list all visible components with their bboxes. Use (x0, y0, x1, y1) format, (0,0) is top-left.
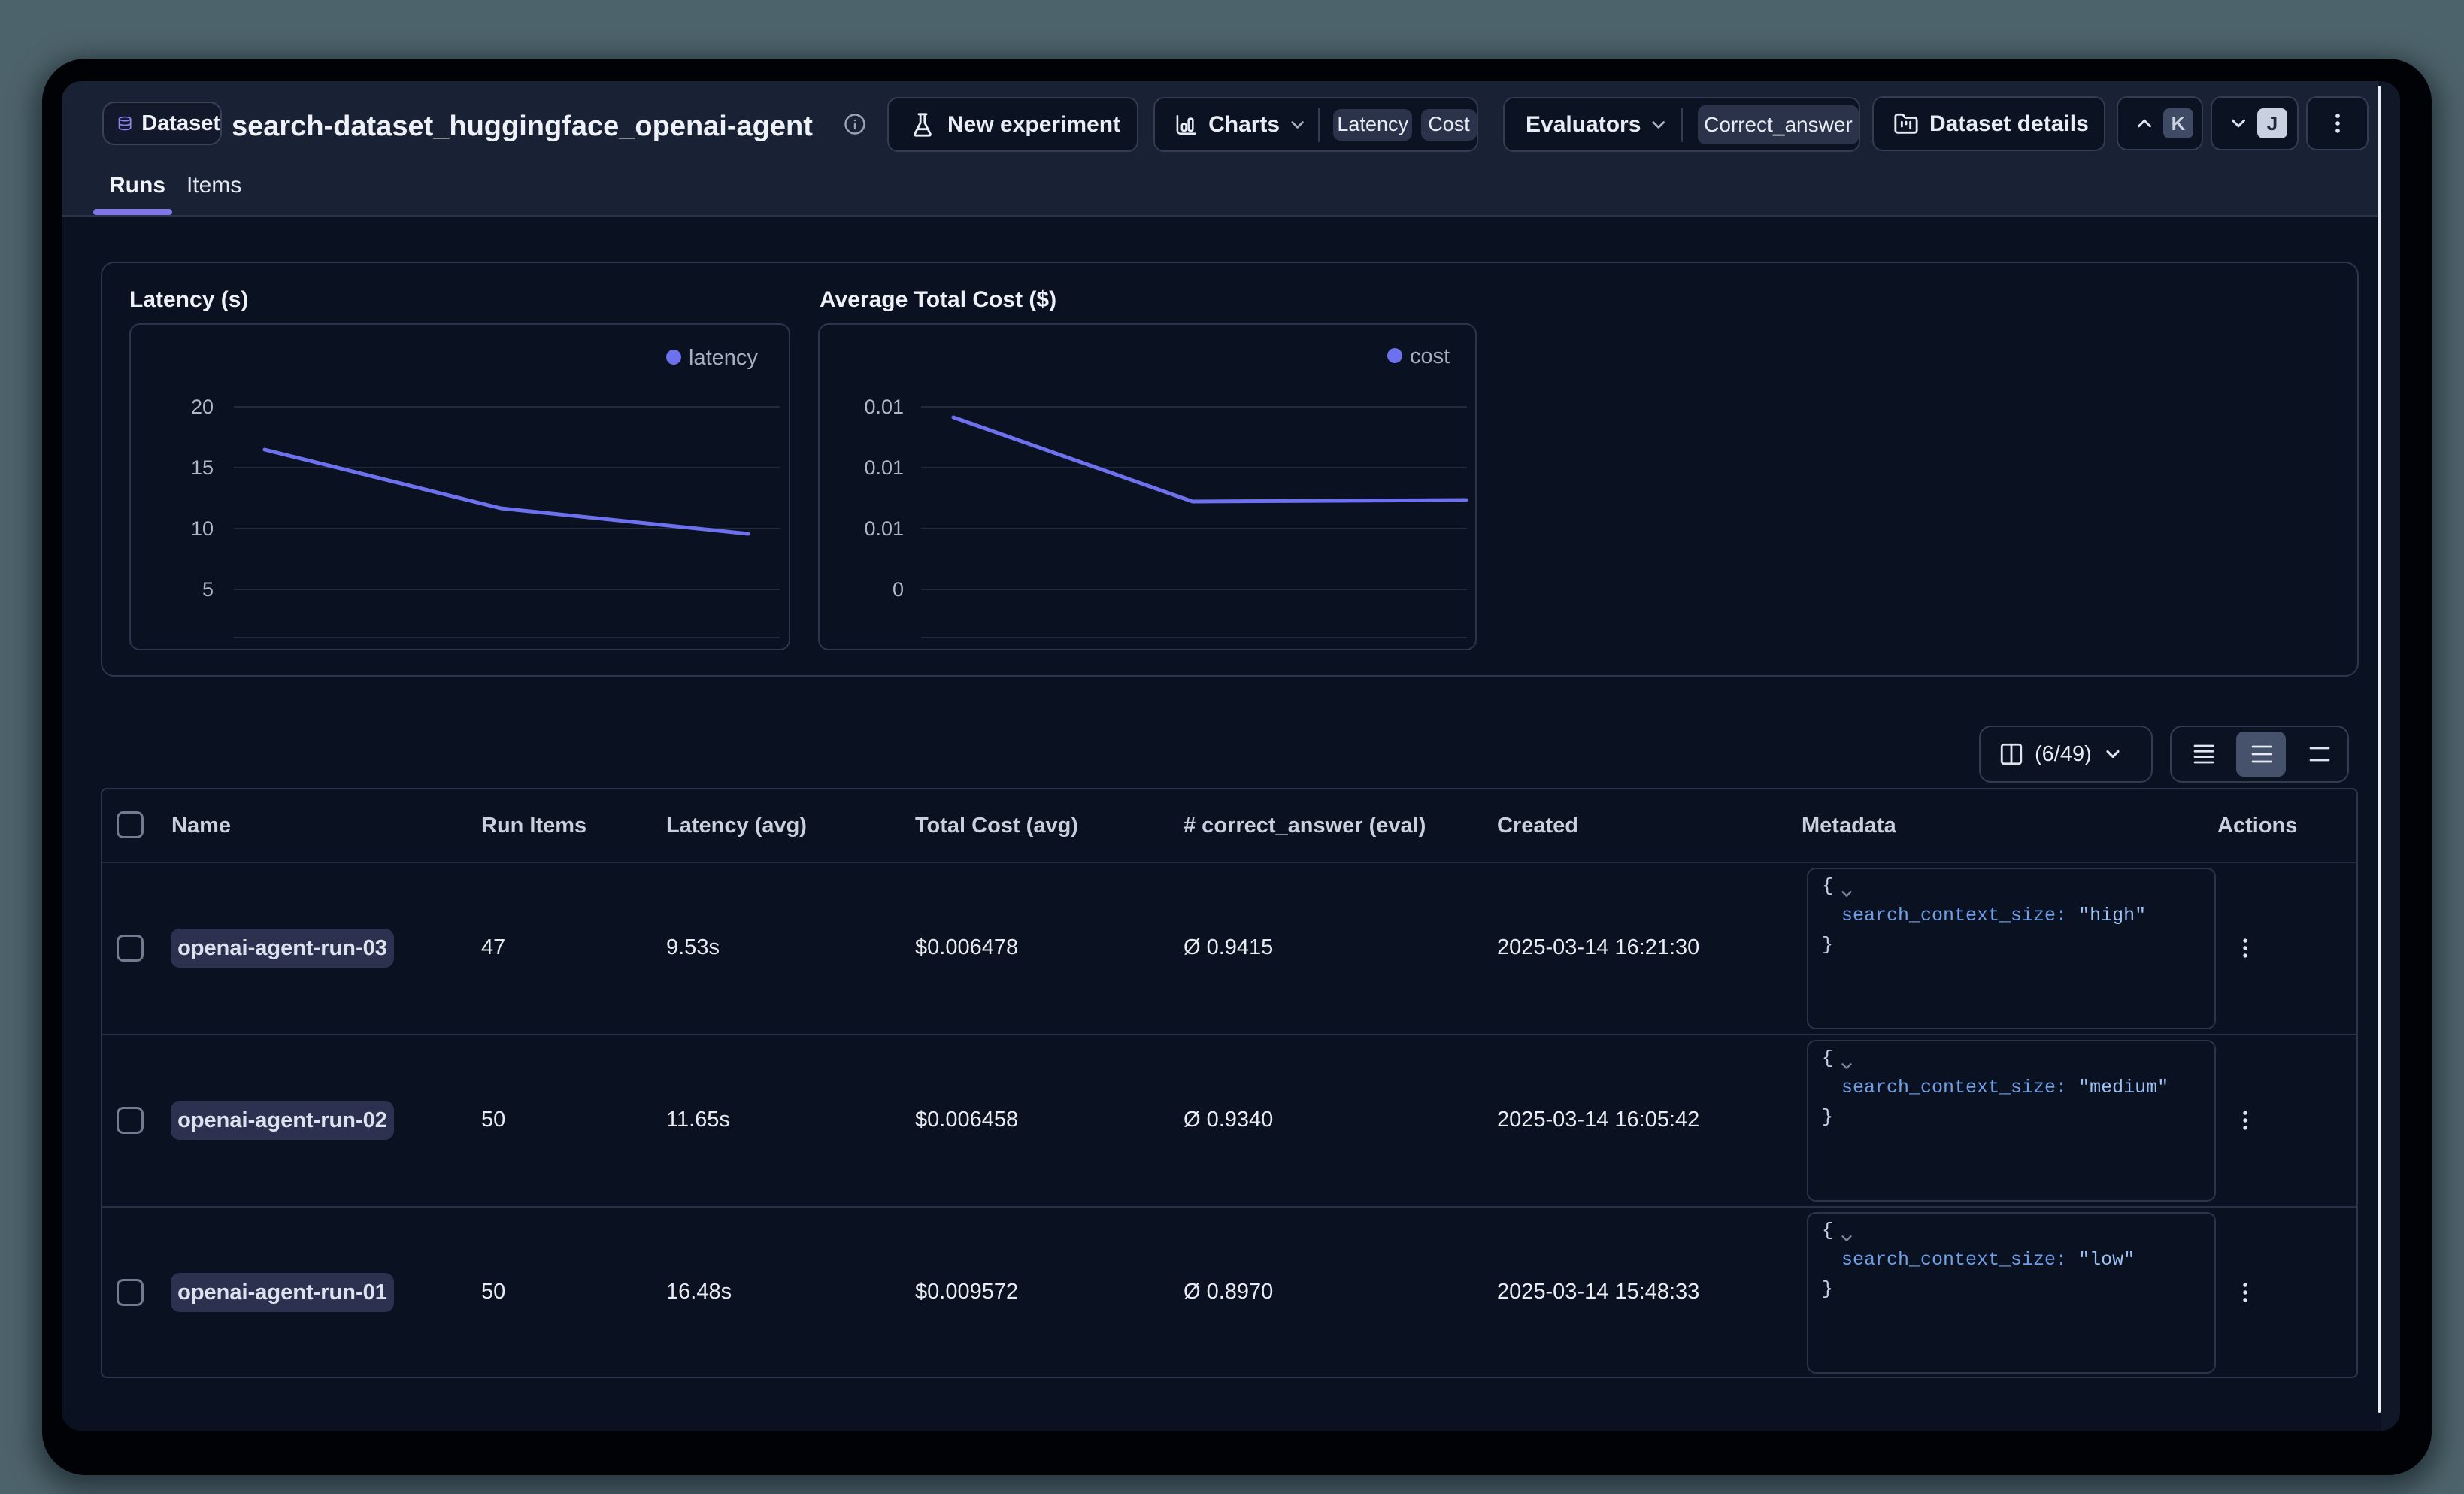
svg-text:0.01: 0.01 (864, 517, 904, 540)
svg-text:10: 10 (191, 517, 214, 540)
svg-text:0: 0 (893, 578, 904, 601)
svg-text:5: 5 (202, 578, 214, 601)
svg-text:cost: cost (1410, 344, 1450, 368)
svg-text:15: 15 (191, 456, 214, 479)
svg-text:0.01: 0.01 (864, 395, 904, 418)
svg-text:latency: latency (689, 346, 758, 370)
svg-text:20: 20 (191, 395, 214, 418)
svg-text:0.01: 0.01 (864, 456, 904, 479)
